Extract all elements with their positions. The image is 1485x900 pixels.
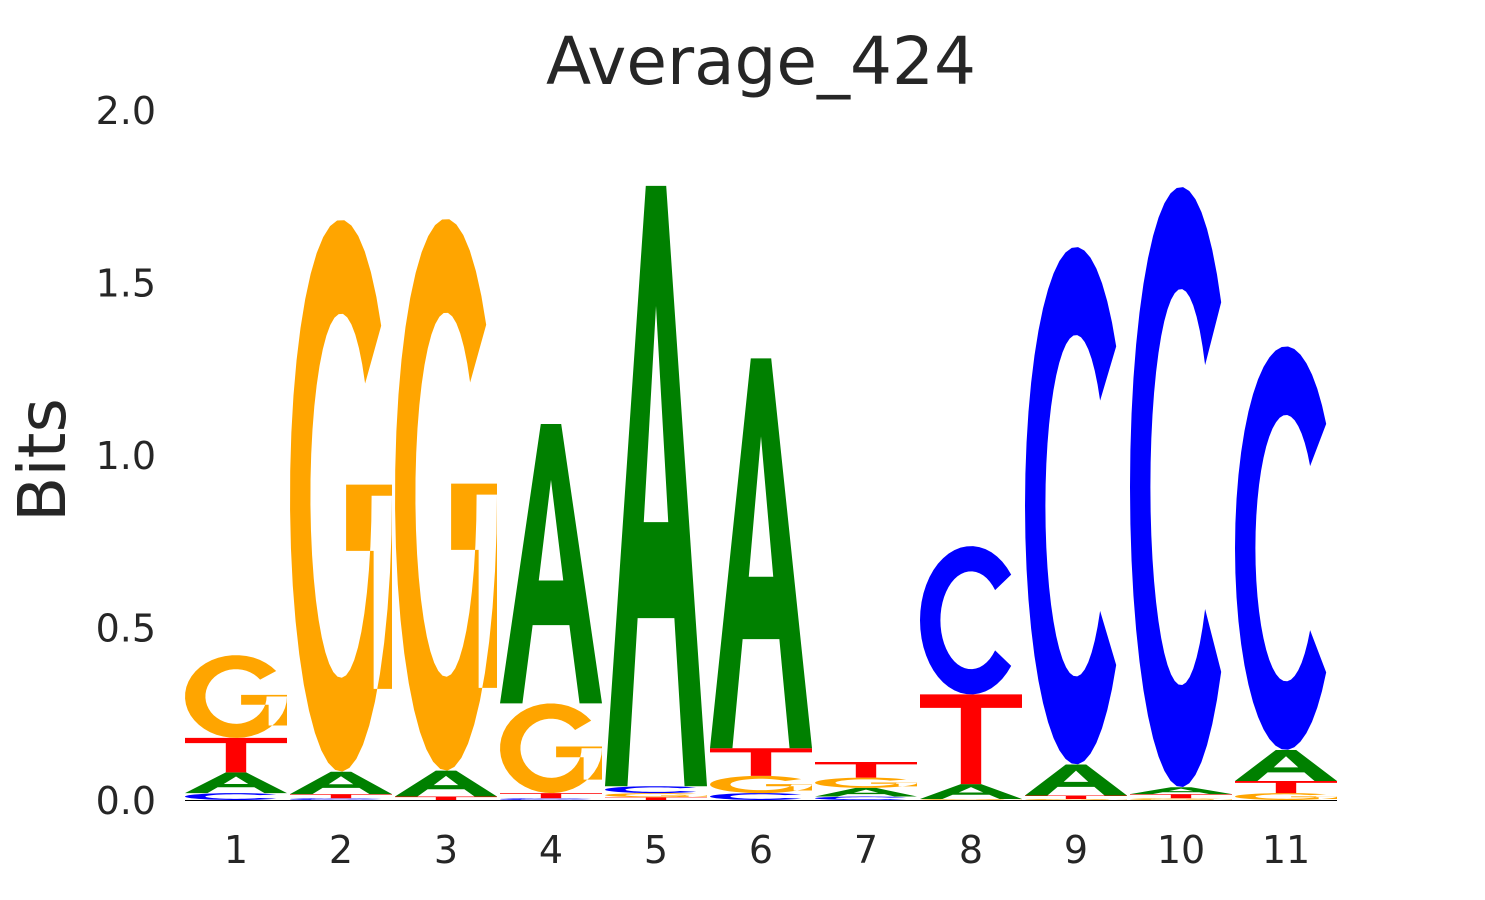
logo-stack-3 [395,219,497,800]
logo-letter-C [710,793,802,800]
logo-letter-G [290,220,392,772]
logo-letter-T [1130,794,1232,799]
y-tick-label: 0.5 [96,607,156,651]
x-tick-label: 11 [1262,828,1310,872]
logo-letter-T [500,793,602,799]
logo-letter-T [1025,795,1127,799]
y-tick-label: 0.0 [96,779,156,823]
x-tick-label: 9 [1064,828,1088,872]
logo-stack-8 [920,546,1022,800]
x-tick-label: 5 [644,828,668,872]
logo-letter-G [1025,798,1127,800]
x-tick-label: 8 [959,828,983,872]
logo-letter-T [185,737,287,773]
logo-letter-T [920,694,1022,785]
x-tick-label: 4 [539,828,563,872]
y-tick-labels: 0.0 0.5 1.0 1.5 2.0 [96,89,156,823]
logo-letter-G [395,219,497,771]
logo-letter-C [500,798,592,800]
logo-letter-A [815,787,917,797]
y-tick-label: 1.0 [96,434,156,478]
logo-letter-A [605,185,707,787]
logo-stack-6 [710,358,812,800]
logo-letter-G [1130,798,1232,800]
x-tick-label: 6 [749,828,773,872]
logo-letter-A [1130,787,1232,795]
logo-stack-9 [1025,247,1127,800]
logo-letter-A [1025,764,1127,796]
logo-letter-T [815,762,917,778]
logo-stack-5 [605,185,707,800]
logo-letter-C [920,546,1012,695]
y-axis-label: Bits [4,398,81,522]
x-tick-label: 10 [1157,828,1205,872]
y-tick-label: 2.0 [96,89,156,133]
logo-stack-4 [500,423,602,800]
logo-stack-1 [185,655,287,800]
logo-stack-11 [1235,346,1337,800]
x-tick-label: 2 [329,828,353,872]
x-tick-label: 7 [854,828,878,872]
x-tick-label: 1 [224,828,248,872]
logo-letter-C [290,798,382,800]
logo-letter-G [500,703,602,794]
logo-letter-A [710,358,812,749]
logo-letter-A [185,772,287,794]
logo-letter-C [1130,187,1222,787]
logo-letter-A [920,784,1022,799]
logo-letter-A [500,423,602,704]
logo-letter-C [1025,247,1117,765]
logo-letter-G [710,775,812,794]
logo-letter-G [920,798,1022,800]
logo-letter-C [605,786,697,794]
chart-title: Average_424 [546,23,976,100]
logo-letter-C [815,796,907,800]
x-tick-label: 3 [434,828,458,872]
logo-letter-G [1235,793,1337,800]
logo-stack-2 [290,220,392,800]
logo-letter-T [395,796,497,800]
y-tick-label: 1.5 [96,262,156,306]
logo-letter-A [290,771,392,795]
logo-letter-A [1235,749,1337,782]
x-tick-labels: 1 2 3 4 5 6 7 8 9 10 11 [224,828,1310,872]
logo-letter-T [290,794,392,799]
logo-letter-T [605,797,707,800]
logo-letter-A [395,770,497,797]
logo-letter-G [185,655,287,738]
logo-letter-G [605,793,707,798]
logo-letter-C [1235,346,1327,750]
logo-stack-7 [815,762,917,800]
logo-letter-G [815,777,917,788]
logo-letter-C [185,793,277,800]
logo-stacks [185,185,1337,800]
logo-letter-T [1235,781,1337,794]
logo-letter-T [710,748,812,776]
logo-stack-10 [1130,187,1232,800]
